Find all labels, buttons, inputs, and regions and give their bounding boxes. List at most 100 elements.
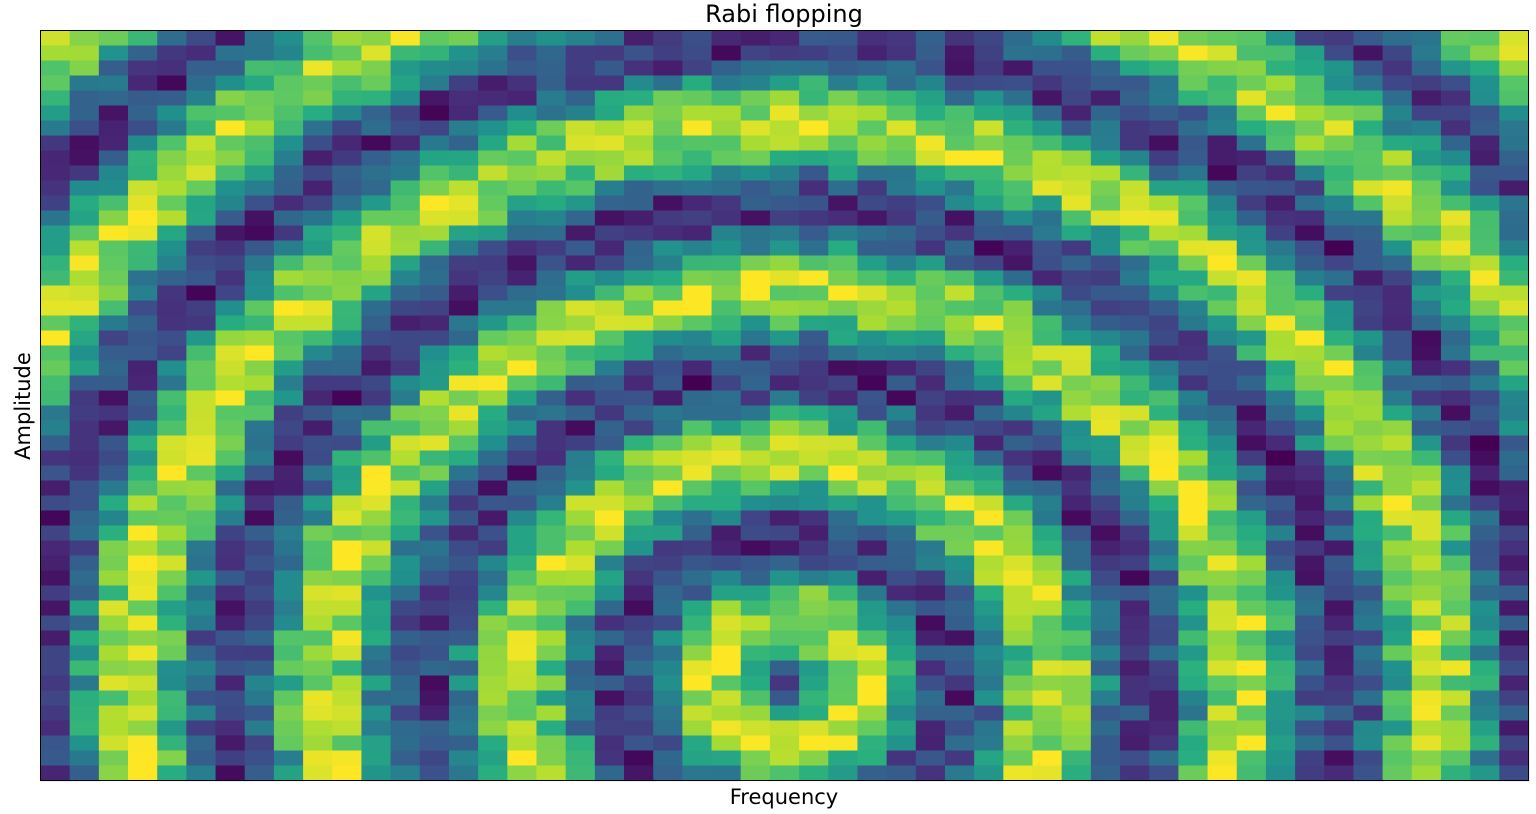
heatmap-cell bbox=[886, 480, 917, 497]
heatmap-cell bbox=[974, 30, 1004, 47]
heatmap-cell bbox=[974, 450, 1004, 467]
heatmap-cell bbox=[419, 375, 450, 392]
heatmap-cell bbox=[1353, 585, 1384, 602]
heatmap-cell bbox=[303, 420, 333, 437]
heatmap-cell bbox=[1324, 705, 1355, 722]
heatmap-cell bbox=[974, 465, 1004, 482]
heatmap-cell bbox=[157, 60, 187, 77]
heatmap-cell bbox=[1499, 120, 1530, 137]
heatmap-cell bbox=[1382, 180, 1413, 197]
heatmap-cell bbox=[915, 270, 946, 287]
heatmap-cell bbox=[1003, 570, 1034, 587]
heatmap-cell bbox=[507, 585, 538, 602]
heatmap-cell bbox=[1003, 195, 1034, 212]
heatmap-cell bbox=[448, 45, 479, 62]
heatmap-cell bbox=[1265, 285, 1296, 302]
heatmap-cell bbox=[1353, 660, 1384, 677]
heatmap-cell bbox=[1003, 390, 1034, 407]
heatmap-cell bbox=[594, 135, 625, 152]
heatmap-cell bbox=[419, 405, 450, 422]
heatmap-cell bbox=[682, 225, 713, 242]
heatmap-cell bbox=[1003, 75, 1034, 92]
heatmap-cell bbox=[886, 690, 917, 707]
heatmap-cell bbox=[69, 495, 100, 512]
heatmap-cell bbox=[974, 210, 1004, 227]
heatmap-cell bbox=[653, 90, 683, 107]
heatmap-cell bbox=[1236, 570, 1267, 587]
heatmap-cell bbox=[1061, 345, 1092, 362]
heatmap-cell bbox=[974, 480, 1004, 497]
heatmap-cell bbox=[1470, 210, 1500, 227]
heatmap-cell bbox=[624, 225, 654, 242]
heatmap-cell bbox=[1207, 705, 1238, 722]
heatmap-cell bbox=[1470, 75, 1500, 92]
heatmap-cell bbox=[332, 120, 363, 137]
heatmap-cell bbox=[244, 135, 275, 152]
heatmap-cell bbox=[1207, 615, 1238, 632]
heatmap-cell bbox=[448, 435, 479, 452]
heatmap-cell bbox=[1061, 285, 1092, 302]
heatmap-cell bbox=[1207, 390, 1238, 407]
heatmap-cell bbox=[390, 255, 421, 272]
heatmap-cell bbox=[186, 120, 217, 137]
heatmap-cell bbox=[1382, 465, 1413, 482]
heatmap-cell bbox=[857, 225, 888, 242]
heatmap-cell bbox=[711, 495, 742, 512]
heatmap-cell bbox=[1324, 300, 1355, 317]
heatmap-cell bbox=[1149, 390, 1179, 407]
heatmap-cell bbox=[886, 285, 917, 302]
heatmap-cell bbox=[974, 375, 1004, 392]
heatmap-cell bbox=[1236, 255, 1267, 272]
heatmap-cell bbox=[711, 390, 742, 407]
heatmap-cell bbox=[1090, 105, 1121, 122]
heatmap-cell bbox=[419, 180, 450, 197]
heatmap-cell bbox=[273, 270, 304, 287]
heatmap-cell bbox=[1265, 165, 1296, 182]
heatmap-cell bbox=[1353, 765, 1384, 782]
heatmap-cell bbox=[448, 165, 479, 182]
heatmap-cell bbox=[915, 30, 946, 47]
heatmap-cell bbox=[128, 240, 158, 257]
heatmap-cell bbox=[594, 735, 625, 752]
heatmap-cell bbox=[273, 600, 304, 617]
heatmap-cell bbox=[186, 225, 217, 242]
heatmap-cell bbox=[653, 615, 683, 632]
heatmap-cell bbox=[507, 105, 538, 122]
heatmap-cell bbox=[244, 255, 275, 272]
heatmap-cell bbox=[1440, 210, 1471, 227]
heatmap-cell bbox=[1382, 30, 1413, 47]
heatmap-cell bbox=[711, 555, 742, 572]
heatmap-cell bbox=[507, 600, 538, 617]
heatmap-cell bbox=[828, 465, 859, 482]
heatmap-cell bbox=[1440, 75, 1471, 92]
heatmap-cell bbox=[1236, 150, 1267, 167]
heatmap-cell bbox=[332, 60, 363, 77]
heatmap-cell bbox=[1061, 450, 1092, 467]
heatmap-cell bbox=[361, 120, 392, 137]
heatmap-cell bbox=[215, 345, 246, 362]
heatmap-cell bbox=[478, 345, 508, 362]
heatmap-cell bbox=[1149, 300, 1179, 317]
heatmap-cell bbox=[1236, 210, 1267, 227]
heatmap-cell bbox=[740, 30, 771, 47]
heatmap-cell bbox=[740, 735, 771, 752]
heatmap-cell bbox=[944, 510, 975, 527]
heatmap-cell bbox=[828, 180, 859, 197]
heatmap-cell bbox=[857, 750, 888, 767]
heatmap-cell bbox=[1353, 600, 1384, 617]
heatmap-cell bbox=[1149, 585, 1179, 602]
heatmap-cell bbox=[507, 495, 538, 512]
heatmap-cell bbox=[1440, 45, 1471, 62]
heatmap-cell bbox=[1236, 450, 1267, 467]
heatmap-cell bbox=[886, 750, 917, 767]
heatmap-cell bbox=[536, 540, 567, 557]
heatmap-cell bbox=[769, 555, 800, 572]
heatmap-cell bbox=[565, 420, 596, 437]
heatmap-cell bbox=[857, 330, 888, 347]
heatmap-cell bbox=[1440, 660, 1471, 677]
heatmap-cell bbox=[69, 750, 100, 767]
heatmap-cell bbox=[799, 270, 829, 287]
heatmap-cell bbox=[799, 330, 829, 347]
heatmap-cell bbox=[711, 525, 742, 542]
heatmap-cell bbox=[1207, 120, 1238, 137]
